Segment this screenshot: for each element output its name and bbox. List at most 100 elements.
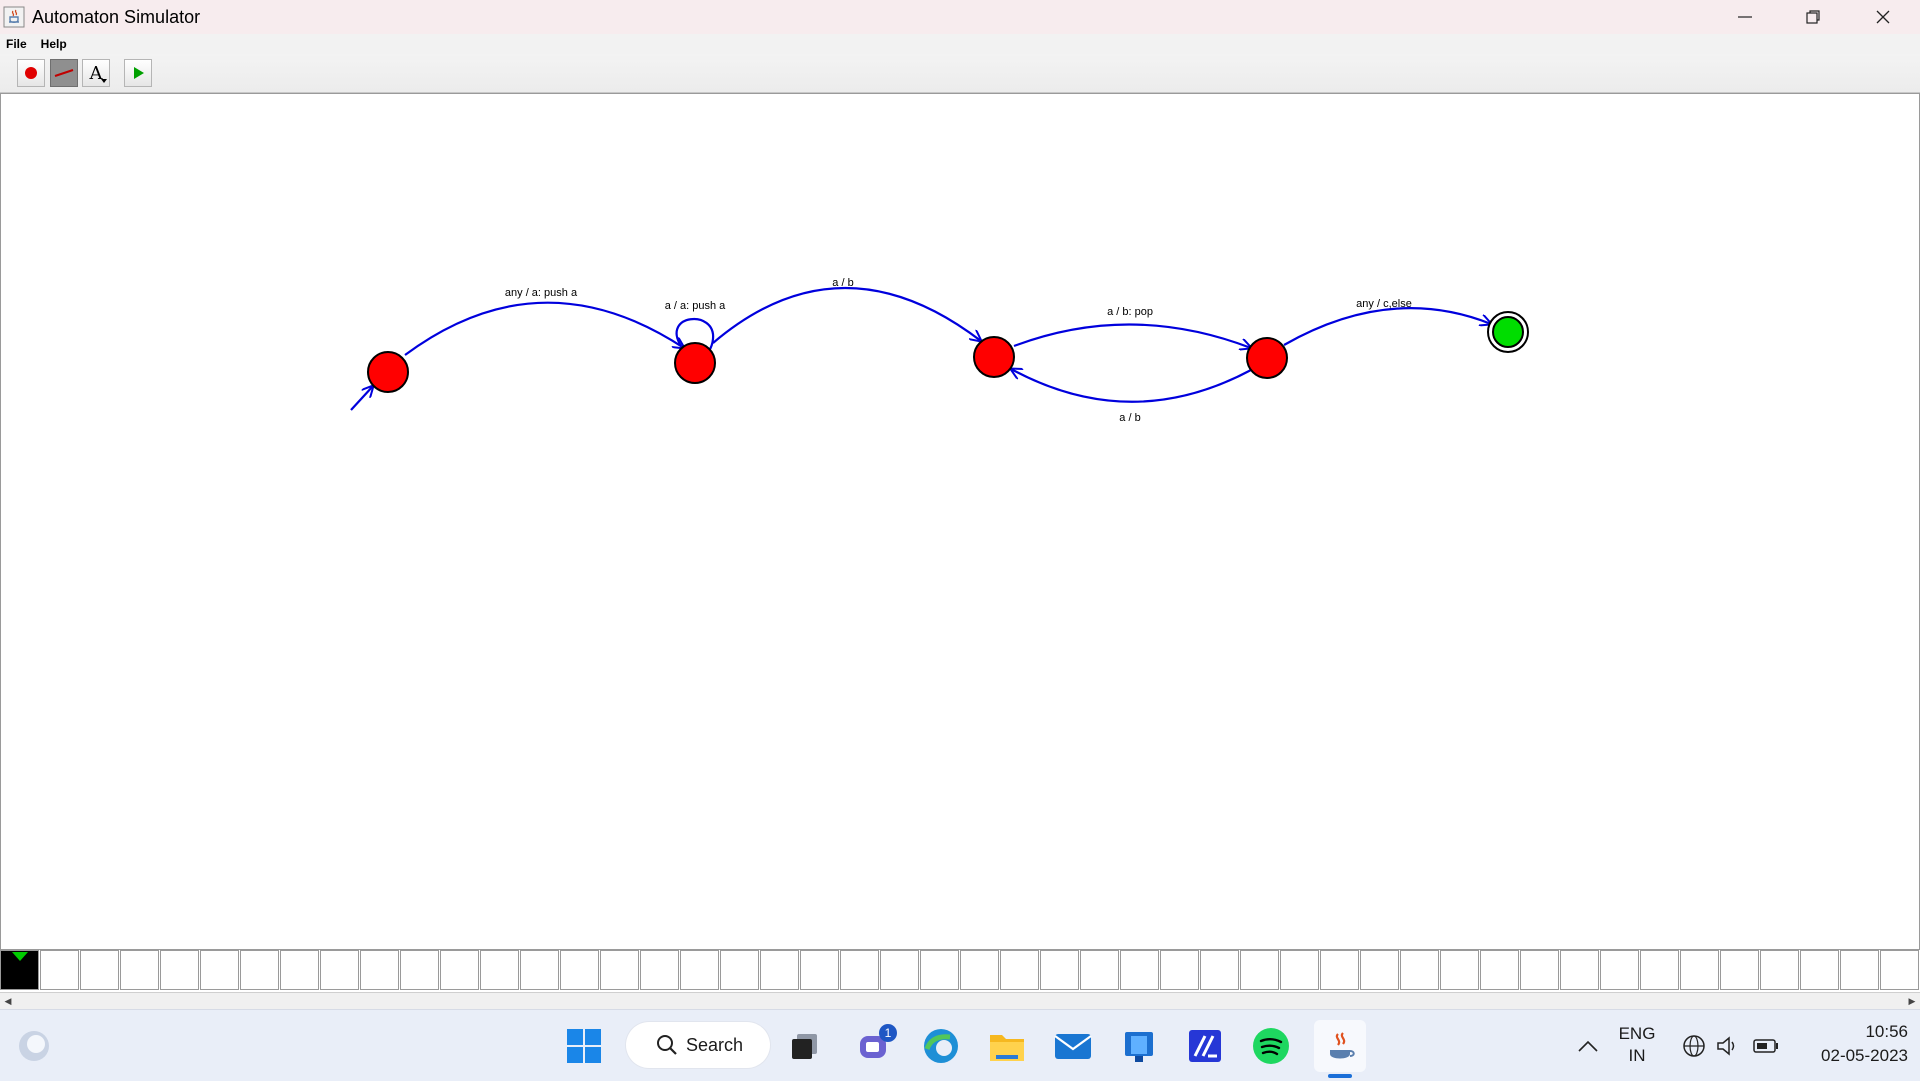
states [367,311,1529,393]
tape-cell[interactable] [160,950,199,990]
tape-cell[interactable] [1520,950,1559,990]
tape-cell[interactable] [600,950,639,990]
tape-cell[interactable] [520,950,559,990]
run-button[interactable] [124,59,152,87]
horizontal-scrollbar[interactable]: ◀ ▶ [0,992,1920,1010]
tape-cell[interactable] [560,950,599,990]
scroll-left-arrow-icon[interactable]: ◀ [4,995,12,1006]
tape-cell[interactable] [480,950,519,990]
tape-cell[interactable] [200,950,239,990]
state-s2[interactable] [973,336,1015,378]
teams-badge: 1 [879,1024,897,1042]
file-explorer-icon[interactable] [985,1024,1029,1068]
tape-cell[interactable] [40,950,79,990]
transition-s3-s4[interactable] [1283,307,1491,346]
tape-cell[interactable] [840,950,879,990]
tape-cell[interactable] [1080,950,1119,990]
tape-cell[interactable] [1200,950,1239,990]
tape-cell[interactable] [720,950,759,990]
red-state-icon [25,67,37,79]
language-secondary[interactable]: IN [1628,1046,1646,1065]
tape-cell[interactable] [240,950,279,990]
add-transition-tool-button[interactable] [50,59,78,87]
tape-cell[interactable] [1280,950,1319,990]
tape-cell[interactable] [920,950,959,990]
label-s1-s1: a / a: push a [665,300,726,312]
transition-s0-s1[interactable] [404,301,684,356]
restore-button[interactable] [1778,0,1848,34]
tape-cell[interactable] [1120,950,1159,990]
spotify-icon[interactable] [1249,1024,1293,1068]
tape-cell[interactable] [120,950,159,990]
state-s1[interactable] [674,342,716,384]
tape-cell[interactable] [1360,950,1399,990]
menu-help[interactable]: Help [40,37,67,51]
add-text-tool-button[interactable]: A [82,59,110,87]
tape-head-marker-icon [12,952,28,961]
tape-cell[interactable] [1040,950,1079,990]
tape-cell[interactable] [1600,950,1639,990]
transition-s3-s2[interactable] [1011,369,1252,403]
teams-chat-icon[interactable]: 1 [853,1024,897,1068]
tape-cell[interactable] [400,950,439,990]
tape-cell[interactable] [80,950,119,990]
store-app-icon[interactable] [1117,1024,1161,1068]
minimize-button[interactable] [1710,0,1780,34]
show-hidden-icons-chevron-icon[interactable] [1566,1024,1610,1068]
volume-icon[interactable] [1707,1024,1747,1068]
tape-cell[interactable] [1320,950,1359,990]
edge-browser-icon[interactable] [919,1024,963,1068]
state-s0-initial[interactable] [367,351,409,393]
clock-date[interactable]: 02-05-2023 [1821,1046,1908,1065]
tape-cell[interactable] [1760,950,1799,990]
tape-cell[interactable] [1840,950,1879,990]
transition-s1-s2[interactable] [712,286,981,344]
battery-icon[interactable] [1745,1024,1787,1068]
tape-cell[interactable] [440,950,479,990]
tape-cell[interactable] [1160,950,1199,990]
tape-cell[interactable] [760,950,799,990]
label-s0-s1: any / a: push a [505,287,578,299]
tape-cell[interactable] [1880,950,1919,990]
network-globe-icon[interactable] [1673,1024,1715,1068]
state-s3[interactable] [1246,337,1288,379]
tape-cell[interactable] [640,950,679,990]
tape-cell[interactable] [320,950,359,990]
tape-cell[interactable] [1480,950,1519,990]
weather-widget-icon[interactable] [12,1024,56,1068]
tape-cell[interactable] [1640,950,1679,990]
tape-cell[interactable] [880,950,919,990]
tape-cell[interactable] [1680,950,1719,990]
add-state-tool-button[interactable] [17,59,45,87]
tape-cell[interactable] [280,950,319,990]
close-button[interactable] [1848,0,1918,34]
clock-time[interactable]: 10:56 [1865,1022,1908,1041]
tape-cell[interactable] [360,950,399,990]
mail-icon[interactable] [1051,1024,1095,1068]
toolbar: A [0,54,1920,93]
automaton-canvas[interactable]: any / a: push a a / a: push a a / b a / … [0,93,1920,950]
java-app-icon [3,6,25,28]
scroll-right-arrow-icon[interactable]: ▶ [1908,995,1916,1006]
tape-cell[interactable] [960,950,999,990]
tape-cell[interactable] [1720,950,1759,990]
java-app-taskbar-icon[interactable] [1314,1020,1366,1078]
tape-cell-head[interactable] [0,950,39,990]
transition-s2-s3[interactable] [1013,323,1251,348]
visual-studio-app-icon[interactable] [1183,1024,1227,1068]
automaton-graph: any / a: push a a / a: push a a / b a / … [350,277,1529,424]
tape-cell[interactable] [1560,950,1599,990]
tape-cell[interactable] [1400,950,1439,990]
tape-cell[interactable] [680,950,719,990]
task-view-icon[interactable] [783,1024,827,1068]
tape-cell[interactable] [1000,950,1039,990]
taskbar-search[interactable]: Search [626,1022,770,1068]
tape-cell[interactable] [1240,950,1279,990]
transition-arrow-icon [54,69,74,77]
language-primary[interactable]: ENG [1618,1024,1656,1043]
start-windows-icon[interactable] [562,1024,606,1068]
tape-cell[interactable] [1440,950,1479,990]
tape-cell[interactable] [1800,950,1839,990]
menu-file[interactable]: File [6,37,27,51]
tape-cell[interactable] [800,950,839,990]
